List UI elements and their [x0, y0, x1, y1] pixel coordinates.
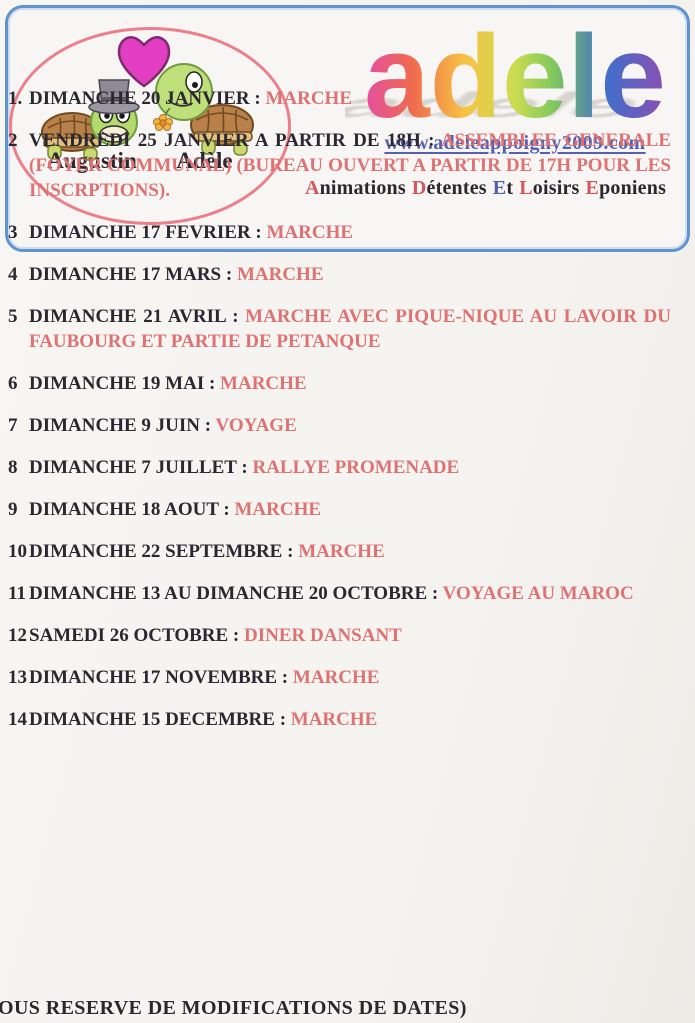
event-description: ASSEMBLEE GENERALE (FOYER COMMUNAL) (BUR… — [29, 130, 671, 201]
event-date: SAMEDI 26 OCTOBRE : — [29, 625, 245, 646]
event-item: 11 DIMANCHE 13 AU DIMANCHE 20 OCTOBRE : V… — [6, 581, 671, 606]
event-date: DIMANCHE 17 NOVEMBRE : — [29, 667, 293, 688]
turtle-adele — [153, 63, 254, 156]
brand-logo: adele adele — [345, 22, 666, 128]
tagline-initial: E — [585, 177, 600, 199]
turtle-augustin — [41, 79, 140, 161]
event-date: DIMANCHE 7 JUILLET : — [29, 457, 253, 478]
event-date: DIMANCHE 20 JANVIER : — [29, 88, 266, 109]
tagline-word: étentes — [426, 177, 487, 199]
tagline-word: t — [506, 177, 514, 199]
event-item: 14 DIMANCHE 15 DECEMBRE : MARCHE — [6, 707, 671, 732]
event-number: 4 — [8, 264, 18, 285]
tagline-word: oisirs — [532, 177, 580, 199]
event-item: 10 DIMANCHE 22 SEPTEMBRE : MARCHE — [6, 539, 671, 564]
tagline-word: poniens — [599, 177, 667, 199]
tagline-word: nimations — [319, 177, 406, 199]
website-link: www.adeleappoigny2009.com — [384, 132, 646, 154]
event-date: DIMANCHE 19 MAI : — [29, 373, 221, 394]
event-date: VENDREDI 25 JANVIER A PARTIR DE 18H : — [29, 130, 441, 151]
event-item: 12 SAMEDI 26 OCTOBRE : DINER DANSANT — [6, 623, 671, 648]
event-description: MARCHE — [236, 264, 324, 285]
event-number: 2 — [8, 130, 18, 151]
event-date: DIMANCHE 18 AOUT : — [29, 499, 235, 520]
event-number: 7 — [8, 415, 18, 436]
event-item: 5 DIMANCHE 21 AVRIL : MARCHE AVEC PIQUE-N… — [6, 304, 671, 354]
turtle-logo-graphic — [41, 36, 254, 161]
event-number: 11 — [8, 583, 26, 604]
turtle-name-adele: Adèle — [176, 148, 233, 173]
event-date: DIMANCHE 17 FEVRIER : — [29, 222, 267, 243]
event-number: 9 — [8, 499, 18, 520]
event-description: MARCHE AVEC PIQUE-NIQUE AU LAVOIR DU FAU… — [29, 306, 671, 352]
header-banner: Augustin Adèle adele — [5, 5, 690, 252]
turtle-logo-oval: Augustin Adèle — [9, 27, 291, 225]
event-item: 8 DIMANCHE 7 JUILLET : RALLYE PROMENADE — [6, 455, 671, 480]
event-date: DIMANCHE 22 SEPTEMBRE : — [29, 541, 299, 562]
event-number: 6 — [8, 373, 18, 394]
event-item: 9 DIMANCHE 18 AOUT : MARCHE — [6, 497, 671, 522]
event-item: 7 DIMANCHE 9 JUIN : VOYAGE — [6, 413, 671, 438]
event-description: VOYAGE — [215, 415, 297, 436]
event-description: MARCHE — [234, 499, 322, 520]
event-number: 13 — [8, 667, 27, 688]
event-description: MARCHE — [265, 88, 353, 109]
event-number: 1. — [8, 88, 23, 109]
event-number: 8 — [8, 457, 18, 478]
footer-note: OUS RESERVE DE MODIFICATIONS DE DATES) — [0, 997, 467, 1019]
tagline-initial: A — [304, 177, 320, 199]
event-description: MARCHE — [266, 222, 354, 243]
event-description: MARCHE — [220, 373, 307, 394]
event-date: DIMANCHE 15 DECEMBRE : — [29, 709, 291, 730]
brand-logo-text: adele — [364, 22, 666, 128]
event-item: 6 DIMANCHE 19 MAI : MARCHE — [6, 371, 671, 396]
tagline: Animations Détentes Et Loisirs Eponiens — [288, 177, 683, 200]
header-right-column: adele adele www.adeleappoigny2009.com An… — [288, 8, 683, 200]
tagline-initial: L — [519, 177, 533, 199]
heart-icon — [117, 36, 171, 88]
event-item: 2 VENDREDI 25 JANVIER A PARTIR DE 18H : A… — [6, 128, 671, 203]
event-description: RALLYE PROMENADE — [252, 457, 460, 478]
event-description: MARCHE — [290, 709, 378, 730]
event-date: DIMANCHE 17 MARS : — [29, 264, 237, 285]
event-description: MARCHE — [298, 541, 385, 562]
event-item: 3 DIMANCHE 17 FEVRIER : MARCHE — [6, 220, 671, 245]
event-number: 3 — [8, 222, 18, 243]
tagline-initial: E — [492, 177, 507, 199]
event-date: DIMANCHE 9 JUIN : — [29, 415, 216, 436]
flower-icon — [153, 114, 173, 131]
tagline-initial: D — [411, 177, 427, 199]
event-item: 4 DIMANCHE 17 MARS : MARCHE — [6, 262, 671, 287]
event-number: 14 — [8, 709, 27, 730]
event-description: MARCHE — [292, 667, 380, 688]
events-list: 1. DIMANCHE 20 JANVIER : MARCHE 2 VENDREDI… — [6, 86, 671, 732]
turtle-name-augustin: Augustin — [47, 148, 137, 173]
event-number: 10 — [8, 541, 27, 562]
event-date: DIMANCHE 13 AU DIMANCHE 20 OCTOBRE : — [29, 583, 443, 604]
event-item: 13 DIMANCHE 17 NOVEMBRE : MARCHE — [6, 665, 671, 690]
event-description: DINER DANSANT — [244, 625, 402, 646]
event-date: DIMANCHE 21 AVRIL : — [29, 306, 246, 327]
event-item: 1. DIMANCHE 20 JANVIER : MARCHE — [6, 86, 671, 111]
brand-logo-shadow: adele — [345, 85, 664, 125]
event-number: 5 — [8, 306, 18, 327]
event-number: 12 — [8, 625, 27, 646]
event-description: VOYAGE AU MAROC — [442, 583, 634, 604]
